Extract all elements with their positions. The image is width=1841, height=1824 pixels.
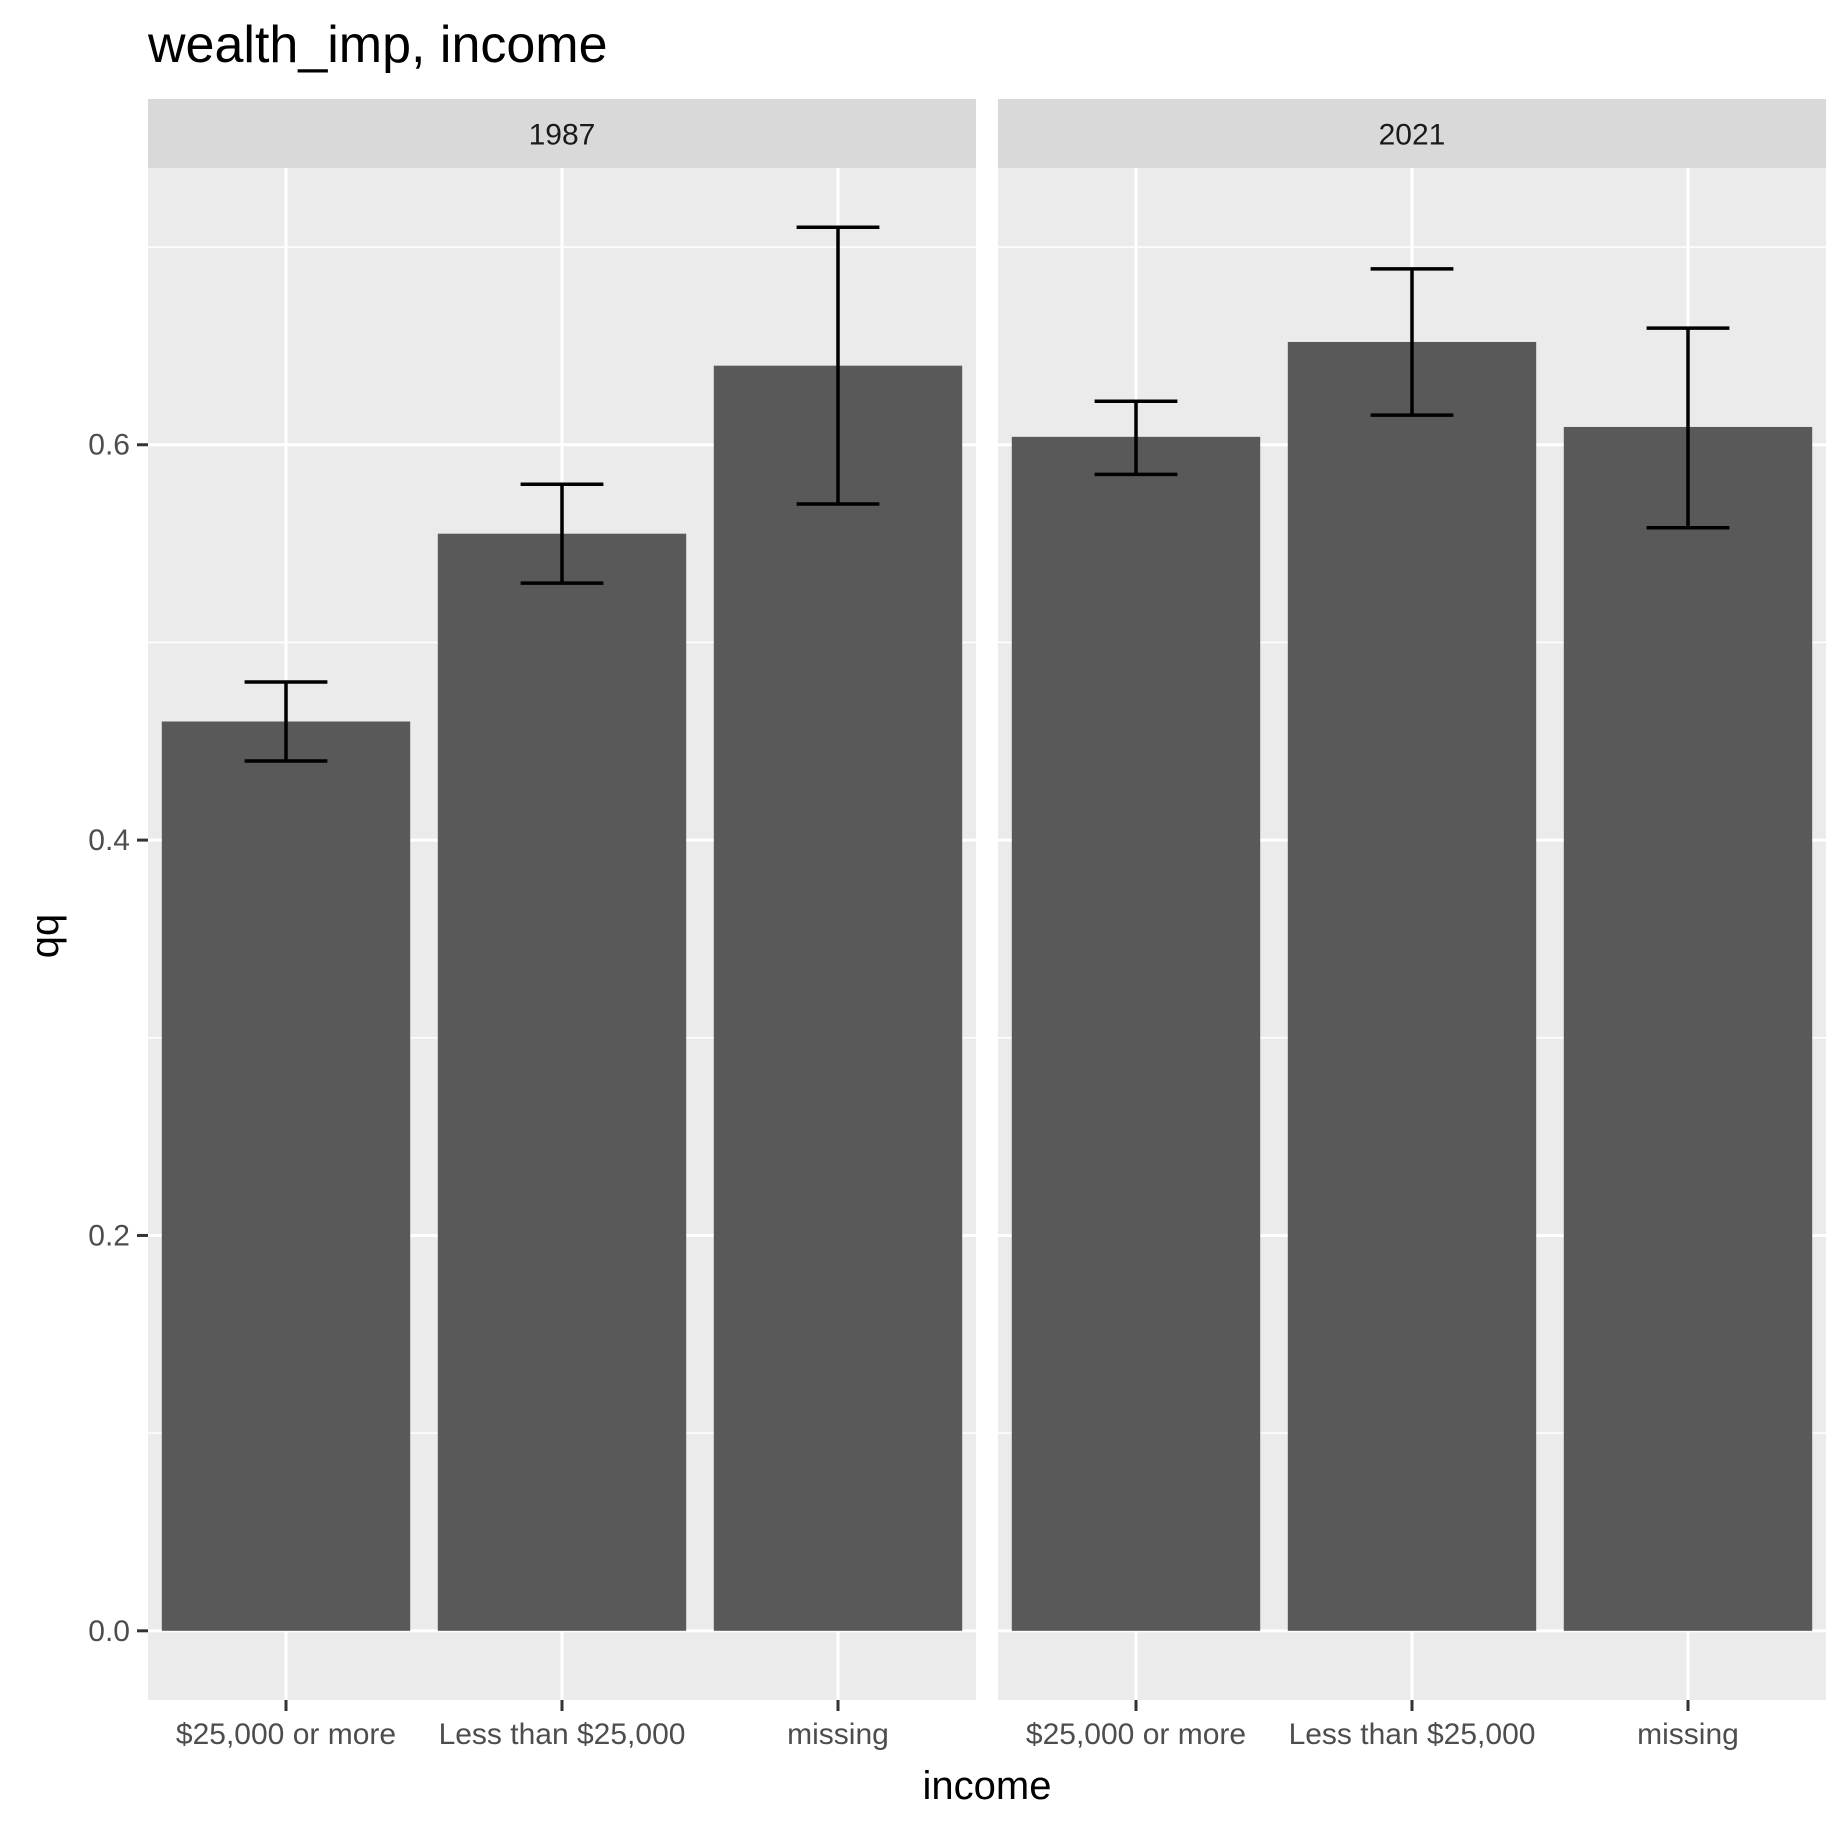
error-bar bbox=[1094, 399, 1178, 477]
bar bbox=[437, 533, 687, 1631]
x-tick-label: Less than $25,000 bbox=[1289, 1718, 1536, 1751]
chart-title: wealth_imp, income bbox=[147, 16, 608, 74]
y-tick-label: 0.4 bbox=[88, 824, 130, 857]
bar bbox=[1011, 436, 1261, 1631]
x-tick-label: missing bbox=[1637, 1718, 1739, 1751]
bar bbox=[1563, 426, 1813, 1631]
strip-background bbox=[148, 99, 976, 168]
facet-panel-0: 1987 $25,000 or more Less than $25,000 miss… bbox=[148, 99, 976, 1751]
bar bbox=[713, 365, 963, 1631]
y-axis: 0.0 0.2 0.4 0.6 bbox=[88, 429, 148, 1648]
y-tick-label: 0.0 bbox=[88, 1615, 130, 1648]
error-bar bbox=[1646, 326, 1730, 530]
x-tick-label: $25,000 or more bbox=[176, 1718, 396, 1751]
strip-label: 2021 bbox=[1379, 119, 1446, 152]
bar bbox=[161, 721, 411, 1631]
error-bar bbox=[244, 680, 328, 763]
y-axis-title: qq bbox=[23, 914, 67, 959]
strip-label: 1987 bbox=[529, 119, 596, 152]
x-tick-label: missing bbox=[787, 1718, 889, 1751]
strip-background bbox=[998, 99, 1826, 168]
error-bar bbox=[520, 482, 604, 585]
facet-panel-1: 2021 $25,000 or more Less than $25,000 miss… bbox=[998, 99, 1826, 1751]
error-bar bbox=[1370, 267, 1454, 417]
x-axis-title: income bbox=[923, 1764, 1052, 1808]
error-bar bbox=[796, 225, 880, 506]
y-tick-label: 0.2 bbox=[88, 1219, 130, 1252]
bar bbox=[1287, 341, 1537, 1631]
y-tick-label: 0.6 bbox=[88, 429, 130, 462]
x-tick-label: $25,000 or more bbox=[1026, 1718, 1246, 1751]
facet-panels: 1987 $25,000 or more Less than $25,000 miss… bbox=[148, 99, 1826, 1751]
x-tick-label: Less than $25,000 bbox=[439, 1718, 686, 1751]
